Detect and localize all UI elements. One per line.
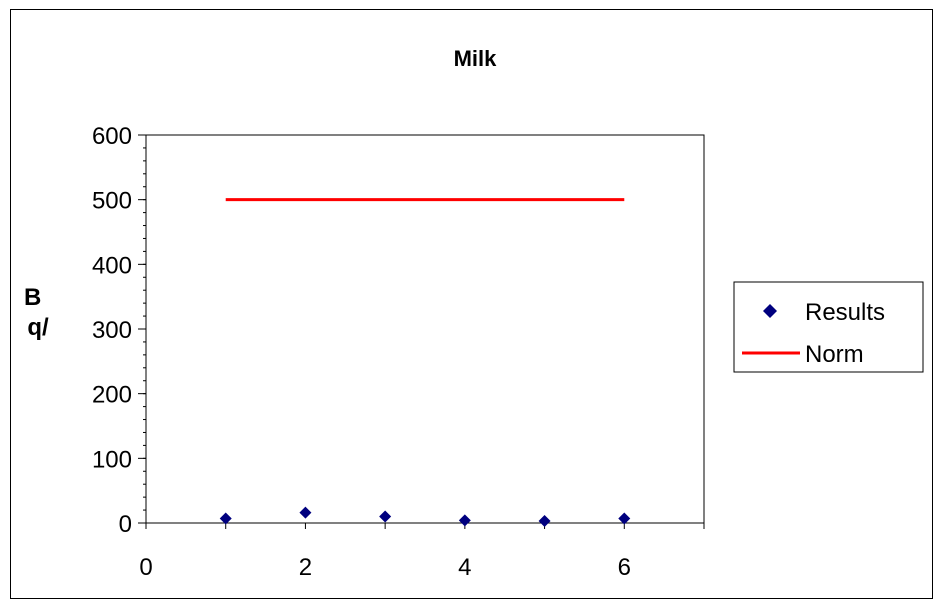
result-point bbox=[538, 515, 551, 528]
legend-box bbox=[733, 281, 924, 373]
series-layer bbox=[219, 198, 631, 528]
result-point bbox=[458, 514, 471, 527]
y-tick-label: 100 bbox=[92, 446, 132, 473]
chart-title: Milk bbox=[454, 46, 498, 71]
result-point bbox=[618, 512, 631, 525]
plot-area bbox=[145, 134, 705, 524]
result-point bbox=[379, 510, 392, 523]
y-tick-label: 600 bbox=[92, 123, 132, 150]
y-tick-label: 500 bbox=[92, 188, 132, 215]
y-tick-label: 200 bbox=[92, 382, 132, 409]
x-tick-label: 0 bbox=[139, 554, 152, 581]
y-tick-label: 0 bbox=[119, 511, 132, 538]
legend: Results Norm bbox=[733, 281, 924, 373]
result-point bbox=[219, 512, 232, 525]
y-tick-label: 300 bbox=[92, 317, 132, 344]
y-axis-label: B q/ bbox=[24, 284, 49, 341]
y-axis: 0 100 200 300 400 500 600 bbox=[92, 123, 146, 538]
legend-label-norm: Norm bbox=[805, 341, 864, 368]
x-tick-label: 6 bbox=[618, 554, 631, 581]
result-point bbox=[299, 506, 312, 519]
x-tick-label: 4 bbox=[458, 554, 471, 581]
y-tick-label: 400 bbox=[92, 252, 132, 279]
legend-label-results: Results bbox=[805, 299, 885, 326]
x-tick-label: 2 bbox=[299, 554, 312, 581]
x-axis: 0 2 4 6 bbox=[139, 523, 705, 581]
legend-marker-results bbox=[763, 304, 777, 318]
